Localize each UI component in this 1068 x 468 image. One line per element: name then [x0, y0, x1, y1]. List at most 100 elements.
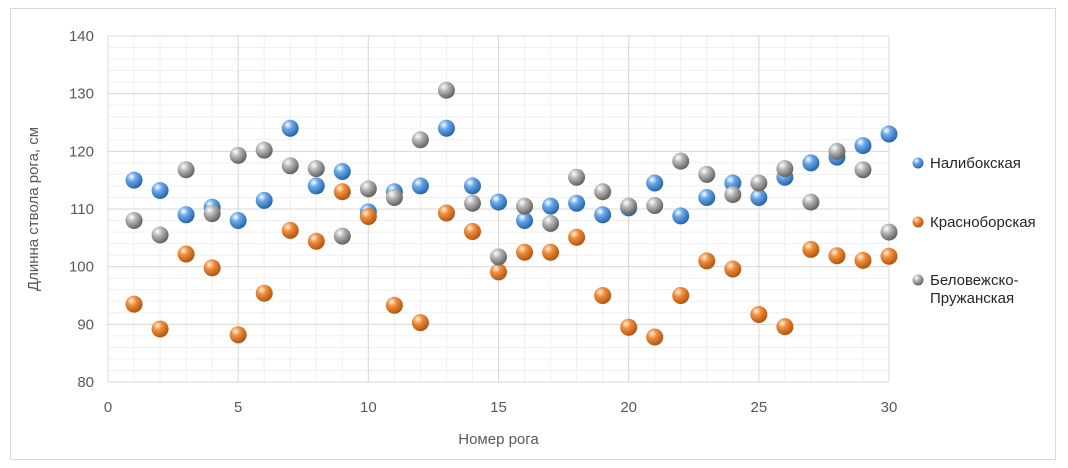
data-point — [359, 207, 377, 225]
data-point — [750, 306, 768, 324]
data-point — [255, 191, 273, 209]
y-tick-label: 120 — [69, 143, 94, 160]
data-point — [151, 320, 169, 338]
tick-labels: 0 5 10 15 20 25 30 80 90 100 110 120 130 140 — [69, 28, 897, 416]
data-point — [542, 243, 560, 261]
data-point — [490, 193, 507, 211]
data-point — [620, 197, 638, 215]
y-tick-label: 80 — [77, 374, 94, 391]
data-point — [776, 318, 794, 336]
data-point — [646, 197, 664, 215]
data-points — [125, 81, 898, 346]
legend-label: Налибокская — [930, 155, 1021, 172]
data-point — [594, 183, 612, 201]
data-point — [828, 247, 846, 265]
legend-marker — [912, 157, 924, 169]
data-point — [880, 223, 898, 241]
legend-label: Красноборская — [930, 214, 1036, 231]
data-point — [698, 165, 716, 183]
data-point — [333, 227, 351, 245]
data-point — [333, 183, 351, 201]
data-point — [698, 252, 716, 270]
data-point — [359, 180, 377, 198]
data-point — [802, 193, 820, 211]
data-point — [307, 232, 325, 250]
data-point — [203, 205, 221, 223]
data-point — [750, 174, 768, 192]
x-tick-label: 25 — [750, 399, 767, 416]
data-point — [411, 131, 429, 149]
data-point — [151, 182, 169, 200]
data-point — [776, 160, 794, 178]
data-point — [880, 247, 898, 265]
data-point — [437, 204, 455, 222]
data-point — [542, 214, 560, 232]
data-point — [203, 259, 221, 277]
data-point — [646, 174, 664, 192]
data-point — [281, 221, 299, 239]
legend: Налибокская Красноборская Беловежско-Пружа… — [912, 155, 1036, 307]
data-point — [516, 243, 534, 261]
data-point — [437, 119, 455, 137]
data-point — [281, 119, 299, 137]
y-tick-label: 140 — [69, 28, 94, 45]
data-point — [385, 188, 403, 206]
data-point — [281, 157, 299, 175]
data-point — [724, 186, 742, 204]
data-point — [463, 177, 481, 195]
data-point — [672, 152, 690, 170]
data-point — [724, 260, 742, 278]
y-axis-title: Длинна ствола рога, см — [25, 127, 42, 291]
data-point — [568, 194, 586, 212]
data-point — [463, 222, 481, 240]
data-point — [802, 240, 820, 258]
data-point — [229, 212, 247, 230]
data-point — [437, 81, 455, 99]
data-point — [229, 326, 247, 344]
data-point — [125, 212, 143, 230]
data-point — [516, 212, 534, 230]
y-tick-label: 130 — [69, 86, 94, 103]
data-point — [411, 314, 429, 332]
x-tick-label: 0 — [104, 399, 112, 416]
data-point — [411, 177, 429, 195]
data-point — [177, 245, 195, 263]
data-point — [177, 161, 195, 179]
y-tick-label: 100 — [69, 259, 94, 276]
x-axis-title: Номер рога — [458, 431, 539, 448]
legend-label: Беловежско- — [930, 272, 1019, 289]
x-tick-label: 15 — [490, 399, 507, 416]
data-point — [125, 171, 143, 189]
x-tick-label: 20 — [620, 399, 637, 416]
data-point — [255, 141, 273, 159]
data-point — [177, 206, 195, 224]
data-point — [620, 318, 638, 336]
data-point — [646, 328, 664, 346]
data-point — [594, 287, 612, 304]
data-point — [880, 125, 898, 143]
data-point — [255, 284, 273, 302]
data-point — [828, 142, 846, 160]
data-point — [594, 206, 612, 224]
data-point — [490, 248, 507, 266]
x-tick-label: 10 — [360, 399, 377, 416]
data-point — [750, 188, 768, 206]
data-point — [333, 163, 351, 181]
data-point — [568, 228, 586, 246]
data-point — [854, 161, 872, 179]
legend-marker — [912, 216, 924, 228]
data-point — [542, 197, 560, 215]
data-point — [125, 295, 143, 313]
y-tick-label: 90 — [77, 316, 94, 333]
data-point — [672, 287, 690, 304]
data-point — [698, 188, 716, 206]
data-point — [802, 154, 820, 172]
y-tick-label: 110 — [70, 201, 94, 218]
data-point — [516, 197, 534, 215]
data-point — [463, 194, 481, 212]
data-point — [854, 251, 872, 269]
data-point — [151, 226, 169, 244]
data-point — [385, 296, 403, 314]
data-point — [490, 263, 507, 281]
